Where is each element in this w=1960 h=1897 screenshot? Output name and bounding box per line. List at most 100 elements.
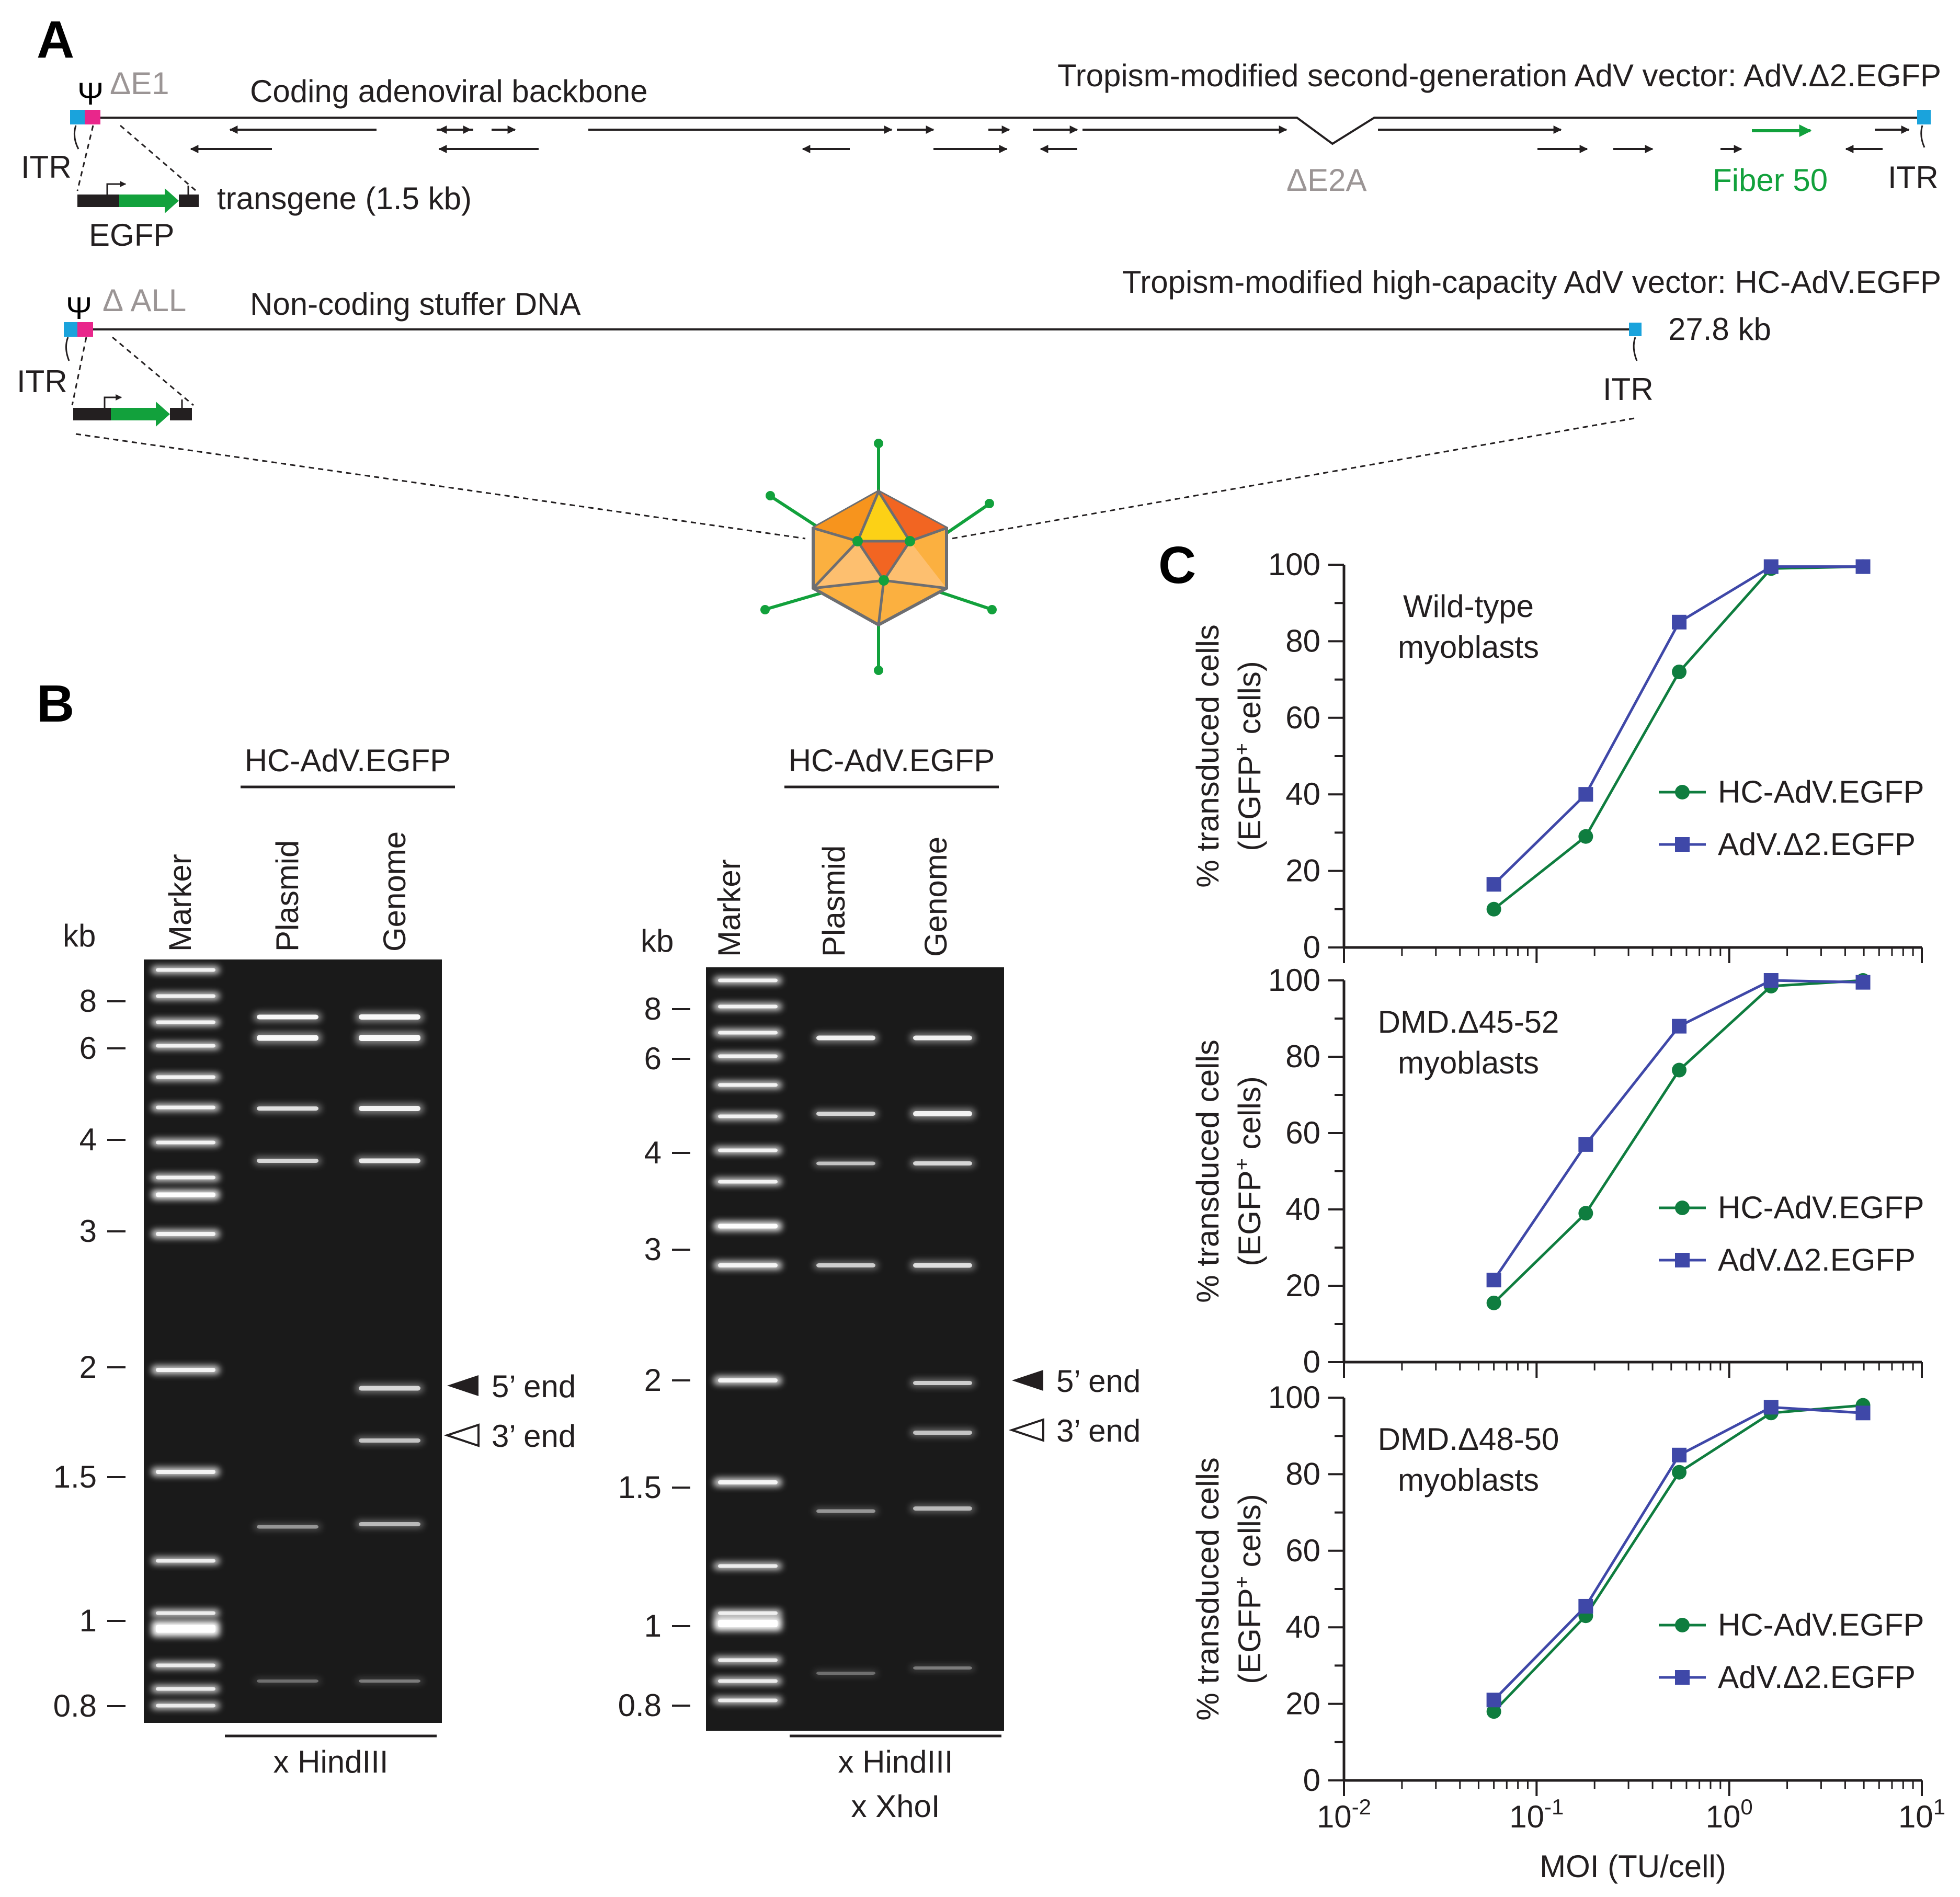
marker-band: [156, 1368, 215, 1372]
lane-label: Marker: [712, 859, 747, 957]
plasmid-band: [257, 1014, 318, 1020]
vector1-transgene-cassette: [77, 181, 199, 213]
plasmid-band-glow: [813, 1507, 879, 1515]
genome-band: [913, 1263, 972, 1268]
data-point: [1763, 559, 1779, 574]
y-label-superscript: +: [1230, 743, 1254, 755]
plasmid-band: [257, 1159, 318, 1163]
kb-tick-label: 0.8: [618, 1688, 662, 1723]
data-point: [1578, 1206, 1593, 1221]
vector1-transgene-label: transgene (1.5 kb): [217, 181, 472, 216]
lane-label: Genome: [377, 831, 412, 952]
gel-image: [706, 967, 1004, 1731]
kb-tick-label: 2: [79, 1350, 97, 1385]
vector1-itr-right-box: [1917, 110, 1931, 124]
y-axis-label-units: (EGFP+ cells): [1230, 661, 1267, 851]
y-tick-label: 60: [1285, 1533, 1320, 1568]
y-axis-label-units: (EGFP+ cells): [1230, 1076, 1267, 1266]
genome-band: [913, 1111, 972, 1116]
legend-label: AdV.Δ2.EGFP: [1718, 827, 1916, 862]
vector2-psi-box: [77, 322, 93, 337]
legend-label: AdV.Δ2.EGFP: [1718, 1242, 1916, 1277]
vector1-backbone-label: Coding adenoviral backbone: [250, 74, 648, 109]
x-tick-label: 10-2: [1317, 1795, 1371, 1834]
data-point: [1763, 1400, 1779, 1415]
chart-title: DMD.Δ48-50: [1378, 1422, 1559, 1457]
data-point: [1855, 559, 1871, 574]
legend-marker: [1675, 1670, 1690, 1685]
vector1-delta-e2a: ΔE2A: [1286, 163, 1367, 198]
vector2-itr-right-label: ITR: [1603, 372, 1654, 407]
y-tick-label: 80: [1285, 623, 1320, 658]
y-tick-label: 0: [1303, 1344, 1320, 1379]
plasmid-band: [816, 1509, 875, 1513]
data-point: [1486, 901, 1501, 917]
y-tick-label: 0: [1303, 930, 1320, 965]
marker-band: [718, 1698, 778, 1702]
genome-band: [359, 1035, 420, 1041]
y-tick-label: 60: [1285, 1115, 1320, 1150]
plasmid-band: [257, 1106, 318, 1111]
marker-band: [156, 1020, 215, 1024]
kb-tick-label: 0.8: [53, 1688, 97, 1723]
plasmid-band: [257, 1035, 318, 1041]
y-label-part: (EGFP: [1232, 755, 1267, 851]
x-tick-label: 100: [1706, 1795, 1753, 1834]
vector1-map: Tropism-modified second-generation AdV v…: [21, 58, 1941, 253]
digest-label: x HindIII: [273, 1744, 388, 1779]
kb-tick-label: 3: [79, 1214, 97, 1249]
data-point: [1672, 1465, 1687, 1480]
vector2-size-label: 27.8 kb: [1668, 312, 1771, 347]
marker-band: [156, 968, 215, 972]
marker-band: [156, 1044, 215, 1048]
vector2-map: Tropism-modified high-capacity AdV vecto…: [17, 265, 1941, 427]
kb-tick-label: 1: [644, 1608, 662, 1643]
y-tick-label: 100: [1268, 547, 1320, 582]
marker-band: [156, 1663, 215, 1667]
legend-marker: [1675, 1201, 1690, 1215]
kb-tick-label: 1.5: [618, 1470, 662, 1505]
y-label-part: (EGFP: [1232, 1170, 1267, 1266]
data-point: [1855, 975, 1871, 990]
vector1-itr-left-box: [70, 110, 85, 124]
data-point: [1578, 1137, 1593, 1152]
vector2-itr-left-label: ITR: [17, 364, 67, 399]
legend-marker: [1675, 785, 1690, 799]
y-label-superscript: +: [1230, 1576, 1254, 1588]
vector2-psi: Ψ: [66, 291, 92, 326]
marker-band: [718, 1031, 778, 1035]
marker-band: [156, 1470, 215, 1474]
marker-band: [156, 1232, 215, 1236]
data-point: [1578, 787, 1593, 802]
plasmid-band: [816, 1035, 875, 1041]
marker-band: [156, 1175, 215, 1180]
genome-band: [359, 1679, 420, 1683]
x-tick-exponent: -1: [1544, 1795, 1564, 1819]
genome-band: [913, 1431, 972, 1435]
chart-title: DMD.Δ45-52: [1378, 1004, 1559, 1039]
x-tick-base: 10: [1317, 1799, 1352, 1834]
kb-tick-label: 4: [644, 1135, 662, 1170]
plasmid-band: [257, 1525, 318, 1529]
kb-tick-label: 8: [644, 991, 662, 1026]
kb-tick-label: 1.5: [53, 1459, 97, 1494]
marker-band: [718, 1620, 778, 1627]
marker-band: [718, 1611, 778, 1615]
chart-1: 0 20 40 60 80 100 % transduced cells (EGFP+ cel…: [1190, 547, 1924, 965]
marker-band: [718, 1083, 778, 1087]
x-tick-base: 10: [1898, 1799, 1933, 1834]
lane-label: Plasmid: [816, 845, 851, 957]
vector1-backbone-line: [93, 117, 1922, 145]
x-tick-label: 10-1: [1509, 1795, 1564, 1834]
chart-2: 0 20 40 60 80 100 % transduced cells (EGFP+ cel…: [1190, 963, 1924, 1379]
vector1-psi: Ψ: [77, 76, 104, 111]
data-point: [1578, 1598, 1593, 1614]
kb-tick-label: 4: [79, 1122, 97, 1157]
legend-label: HC-AdV.EGFP: [1718, 1190, 1924, 1225]
lane-label: Genome: [918, 837, 953, 957]
kb-tick-label: 8: [79, 984, 97, 1019]
genome-band: [359, 1158, 420, 1163]
kb-tick-label: 6: [644, 1041, 662, 1076]
vector1-egfp-label: EGFP: [89, 218, 174, 253]
